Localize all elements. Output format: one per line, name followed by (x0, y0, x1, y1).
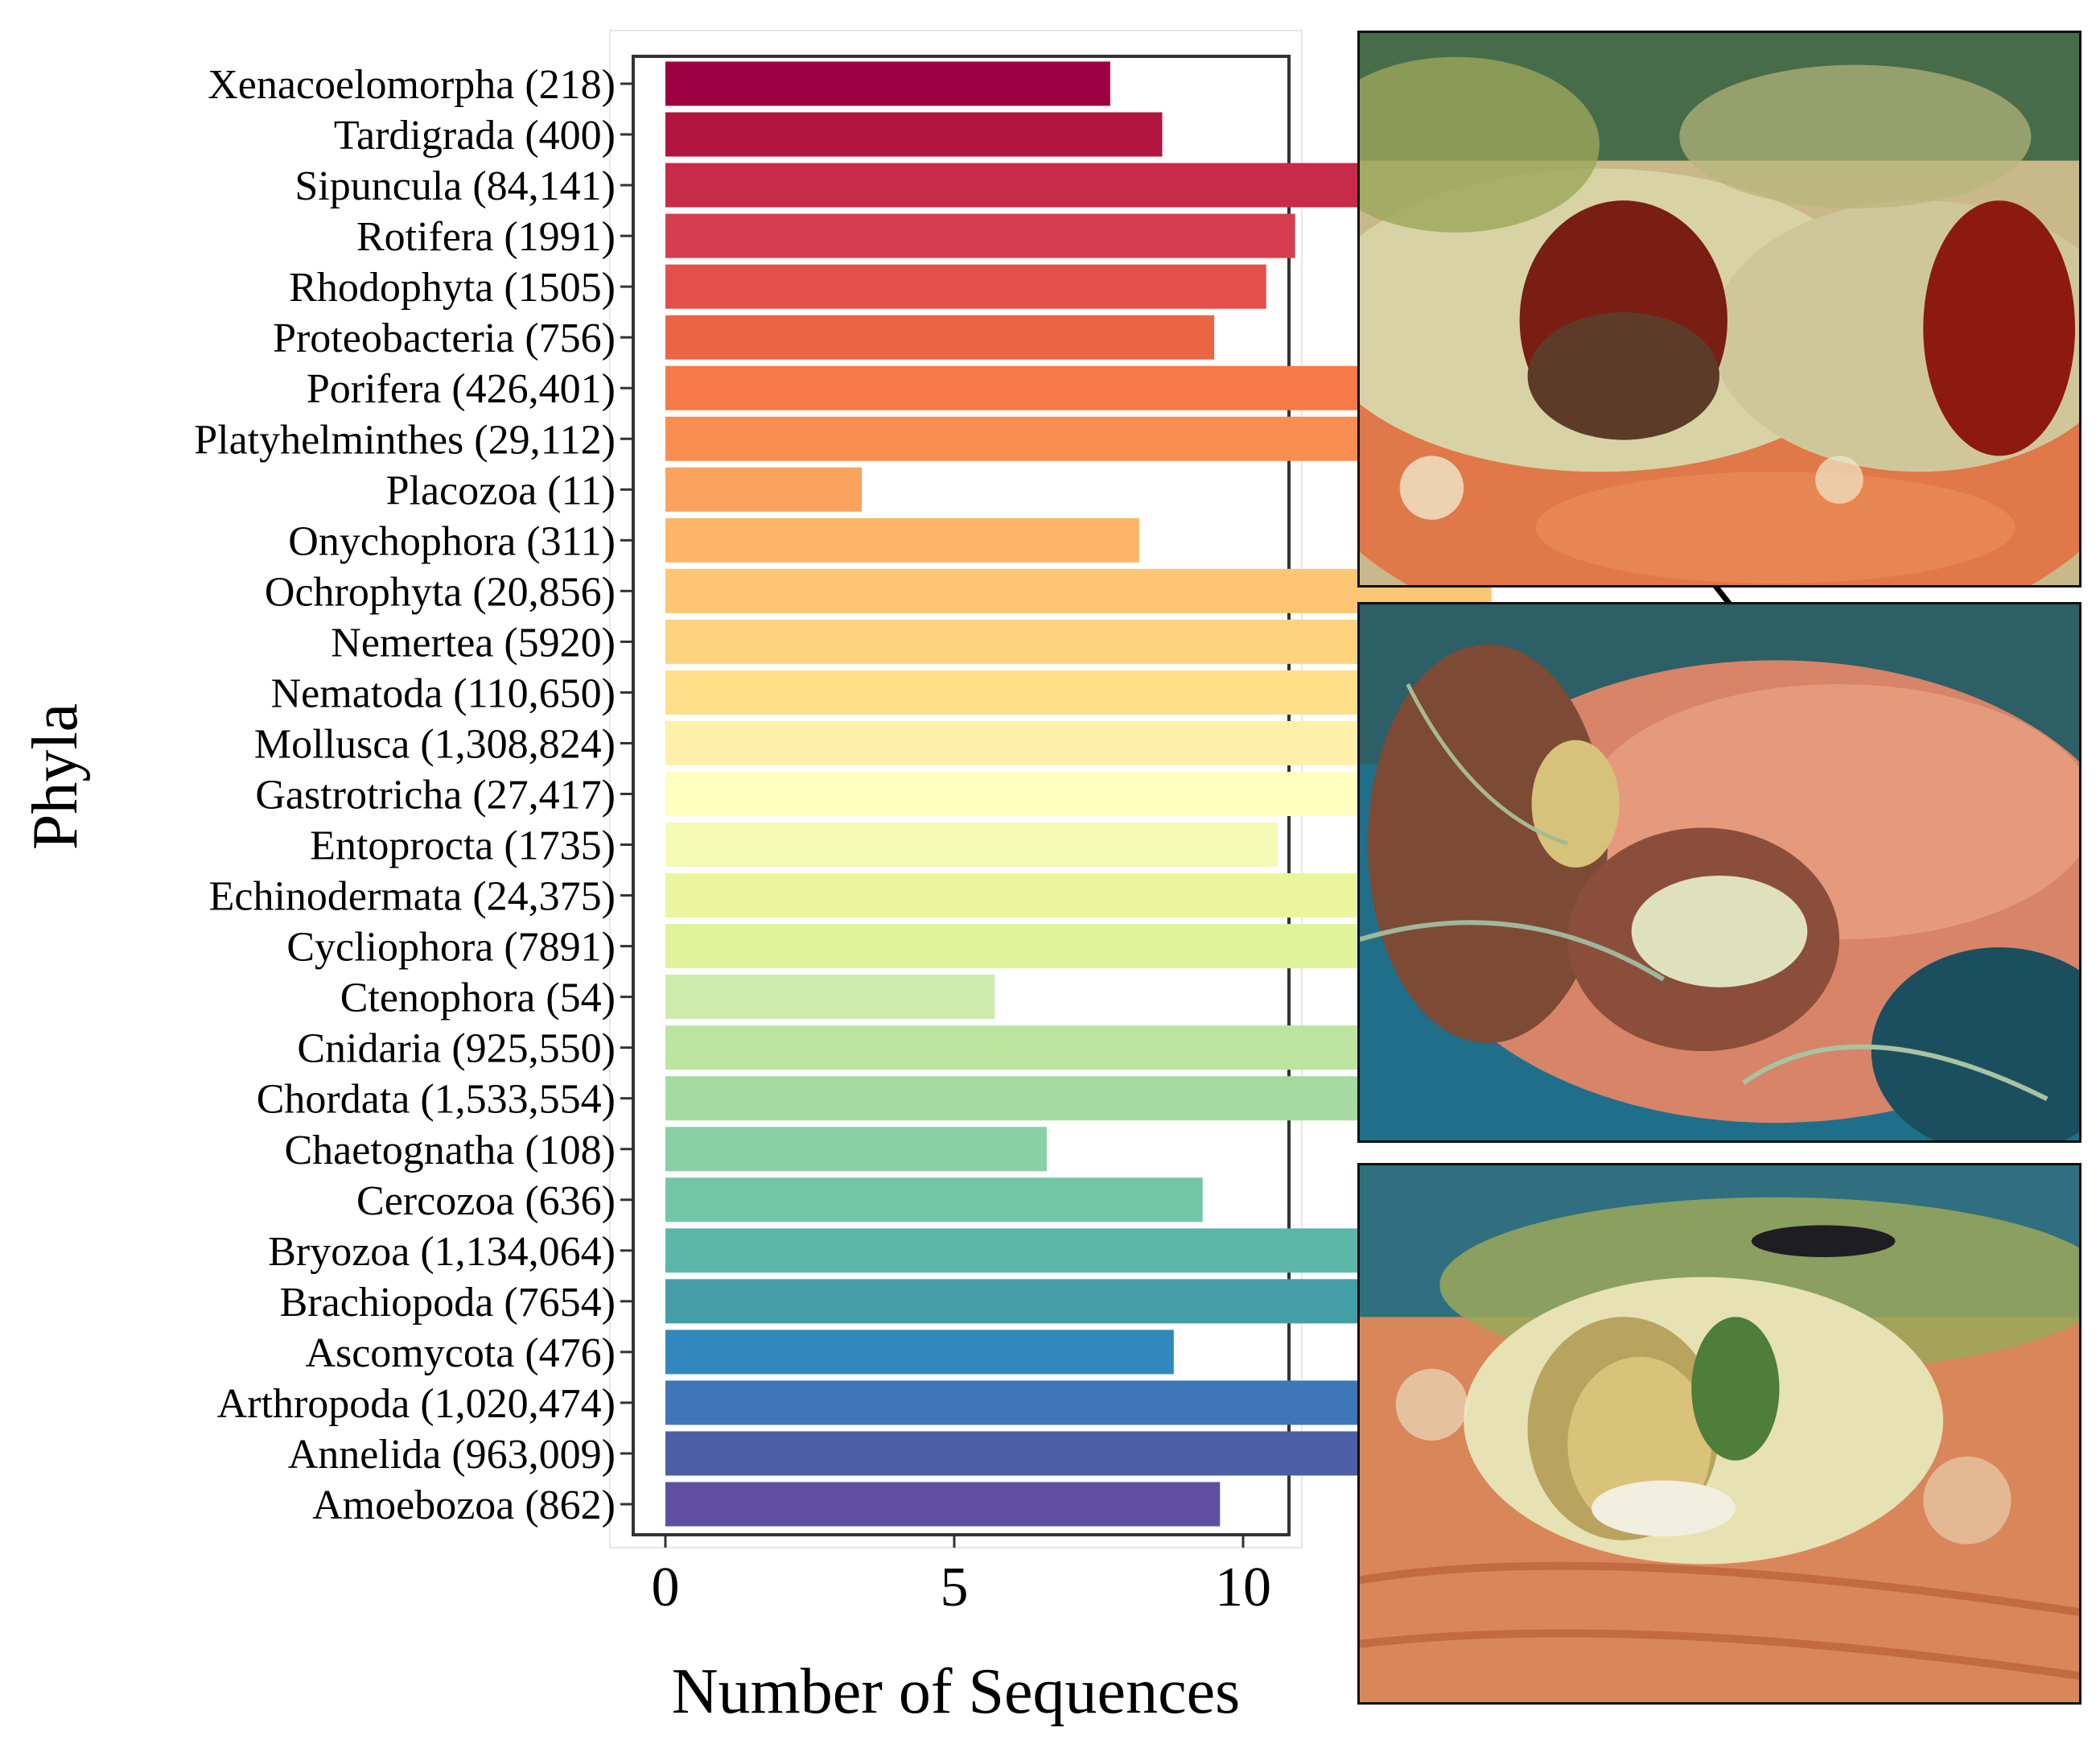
category-label-ascomycota: Ascomycota (476) (305, 1330, 616, 1376)
x-axis-title: Number of Sequences (672, 1656, 1240, 1727)
category-label-mollusca: Mollusca (1,308,824) (254, 721, 616, 767)
category-label-tardigrada: Tardigrada (400) (334, 113, 616, 159)
x-tick-label-10: 10 (1215, 1557, 1271, 1618)
category-label-chordata: Chordata (1,533,554) (257, 1077, 616, 1123)
photo-panel-top (1357, 31, 2081, 588)
bar-rhodophyta (665, 264, 1266, 309)
category-label-entoprocta: Entoprocta (1735) (310, 823, 616, 869)
bar-rotifera (665, 213, 1295, 258)
bar-cycliophora (665, 924, 1406, 969)
category-label-rotifera: Rotifera (1991) (356, 214, 616, 260)
bar-onychophora (665, 517, 1139, 563)
category-label-annelida: Annelida (963,009) (288, 1432, 616, 1478)
bar-proteobacteria (665, 315, 1215, 360)
bar-entoprocta (665, 823, 1279, 868)
category-labels-group: Xenacoelomorpha (218) Tardigrada (400)Sip… (194, 62, 616, 1528)
category-label-cercozoa: Cercozoa (636) (356, 1178, 616, 1224)
photo-panel-bottom (1357, 1163, 2081, 1705)
category-label-cnidaria: Cnidaria (925,550) (297, 1026, 616, 1072)
category-label-ochrophyta: Ochrophyta (20,856) (265, 569, 616, 615)
category-label-proteobacteria: Proteobacteria (756) (273, 315, 616, 361)
bar-ascomycota (665, 1330, 1174, 1375)
category-label-sipuncula: Sipuncula (84,141) (294, 163, 616, 209)
x-tick-label-5: 5 (941, 1557, 969, 1618)
category-label-chaetognatha: Chaetognatha (108) (284, 1128, 616, 1173)
category-label-echinodermata: Echinodermata (24,375) (209, 874, 616, 920)
photo-cnidarian-image (1360, 604, 2079, 1140)
category-label-brachiopoda: Brachiopoda (7654) (280, 1280, 616, 1326)
bar-tardigrada (665, 112, 1163, 157)
category-label-placozoa: Placozoa (11) (386, 468, 616, 513)
category-label-onychophora: Onychophora (311) (288, 518, 616, 564)
category-label-cycliophora: Cycliophora (7891) (286, 925, 616, 971)
bar-xenacoelomorpha (665, 61, 1110, 106)
bar-cercozoa (665, 1177, 1203, 1223)
photo-annelid-tube-image (1360, 1165, 2079, 1702)
bar-chaetognatha (665, 1127, 1047, 1172)
bar-brachiopoda (665, 1279, 1406, 1324)
bar-placozoa (665, 467, 863, 512)
photo-mollusc-shell-image (1360, 33, 2079, 585)
x-tick-label-0: 0 (652, 1557, 680, 1618)
bar-nemertea (665, 619, 1388, 664)
category-label-platyhelminthes: Platyhelminthes (29,112) (194, 417, 616, 463)
bar-ochrophyta (665, 568, 1492, 613)
category-label-amoebozoa: Amoebozoa (862) (312, 1482, 616, 1528)
category-label-gastrotricha: Gastrotricha (27,417) (255, 773, 616, 818)
bar-amoebozoa (665, 1482, 1221, 1527)
category-label-bryozoa: Bryozoa (1,134,064) (268, 1229, 616, 1275)
bar-ctenophora (665, 975, 995, 1020)
category-label-xenacoelomorpha: Xenacoelomorpha (218) (208, 62, 616, 108)
category-label-rhodophyta: Rhodophyta (1505) (289, 265, 616, 311)
category-label-arthropoda: Arthropoda (1,020,474) (217, 1381, 616, 1427)
photo-panel-middle (1357, 602, 2081, 1143)
category-label-porifera: Porifera (426,401) (307, 366, 616, 412)
category-label-ctenophora: Ctenophora (54) (340, 975, 616, 1021)
y-axis-title: Phyla (20, 703, 91, 850)
y-ticks-group (620, 82, 633, 1506)
category-label-nematoda: Nematoda (110,650) (271, 670, 616, 716)
category-label-nemertea: Nemertea (5920) (331, 620, 616, 666)
